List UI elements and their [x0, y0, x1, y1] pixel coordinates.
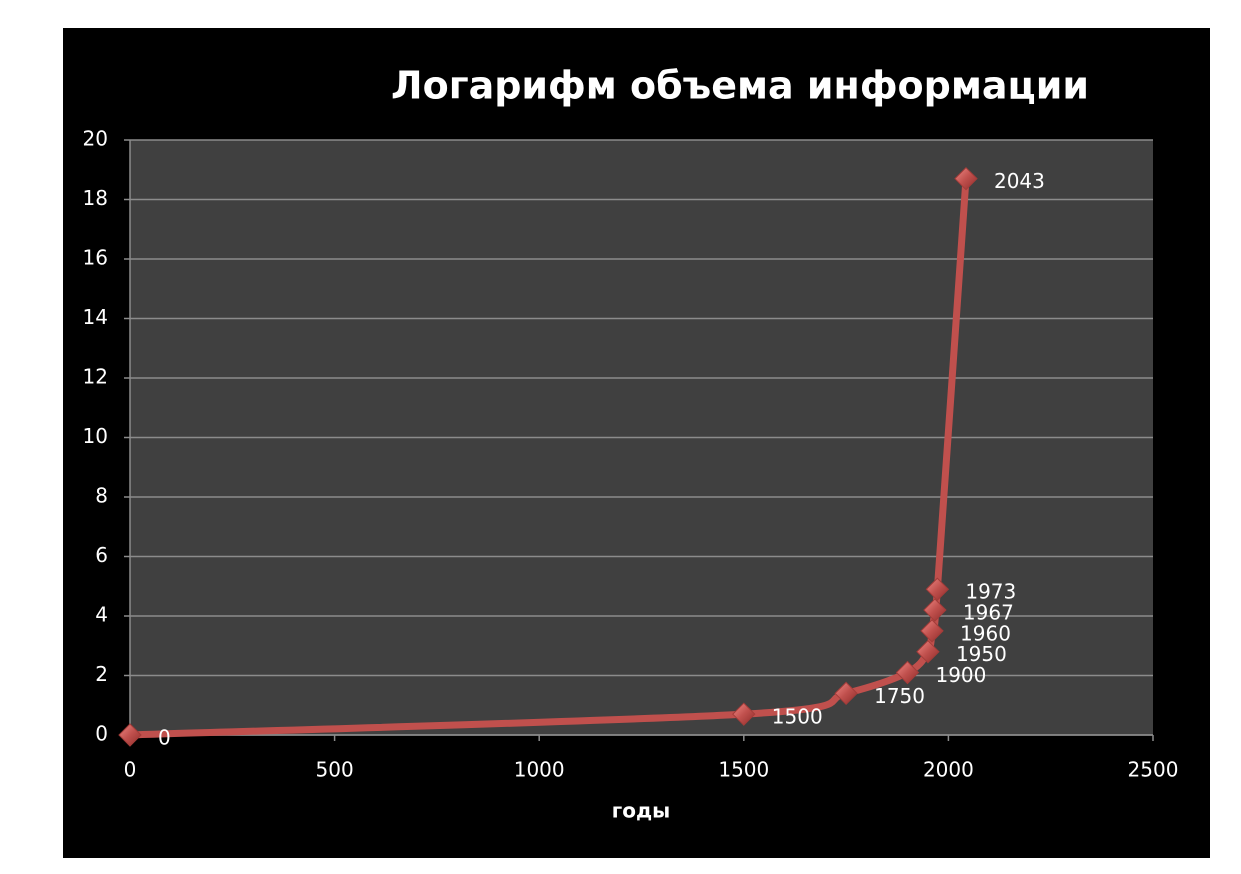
data-point [925, 577, 950, 601]
x-tick-label: 1500 [718, 758, 769, 782]
data-label: 1950 [956, 642, 1007, 666]
x-tick-label: 500 [316, 758, 354, 782]
y-tick-label: 2 [95, 662, 108, 686]
data-point [916, 639, 940, 664]
data-label: 1500 [772, 705, 823, 729]
data-point [732, 702, 756, 726]
data-point [834, 681, 858, 706]
data-label: 1967 [963, 601, 1014, 625]
data-point [954, 166, 978, 191]
x-axis-label: годы [612, 799, 670, 823]
x-tick-label: 2000 [923, 758, 974, 782]
y-tick-label: 18 [83, 186, 108, 210]
chart-title: Логарифм объема информации [391, 64, 1089, 108]
y-tick-label: 14 [83, 305, 108, 329]
data-point [895, 660, 920, 685]
data-label: 2043 [994, 169, 1045, 193]
x-tick-label: 0 [124, 758, 137, 782]
data-label: 0 [158, 726, 171, 750]
y-tick-label: 6 [95, 543, 108, 567]
y-tick-label: 4 [95, 603, 108, 627]
data-label: 1900 [935, 663, 986, 687]
y-tick-label: 20 [83, 127, 108, 151]
data-point [118, 723, 142, 747]
data-label: 1973 [965, 580, 1016, 604]
y-tick-label: 0 [95, 722, 108, 746]
y-tick-label: 16 [83, 246, 108, 270]
x-tick-label: 2500 [1128, 758, 1179, 782]
data-point [920, 619, 944, 643]
data-label: 1960 [960, 621, 1011, 645]
y-tick-label: 12 [83, 365, 108, 389]
x-tick-label: 1000 [514, 758, 565, 782]
y-tick-label: 10 [83, 424, 108, 448]
y-tick-label: 8 [95, 484, 108, 508]
data-label: 1750 [874, 684, 925, 708]
data-point [923, 598, 947, 622]
